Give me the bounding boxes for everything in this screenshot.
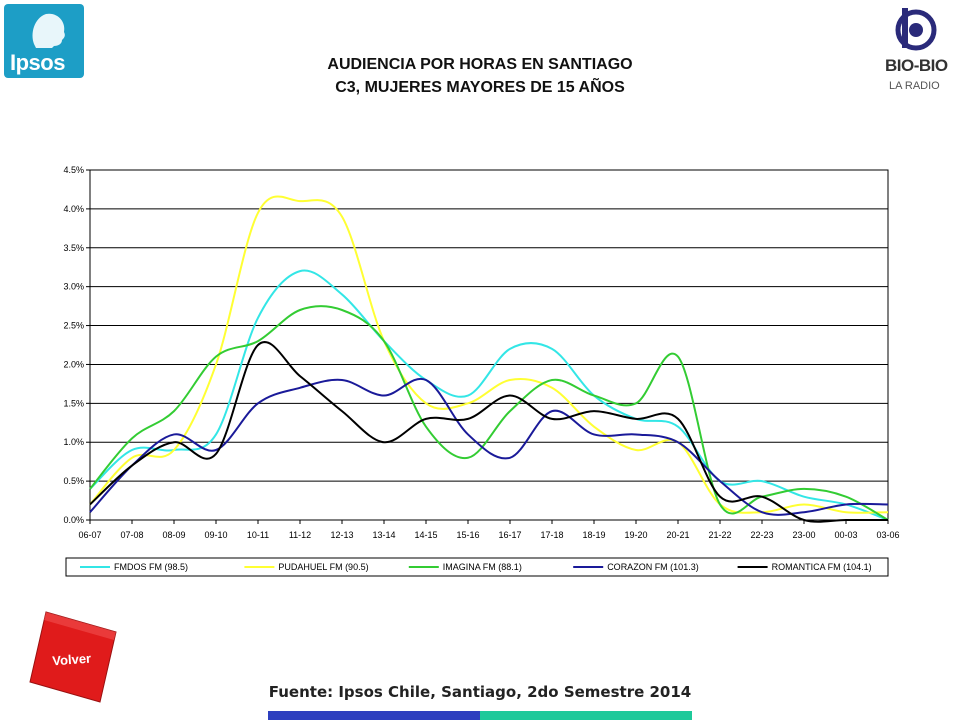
x-tick-label: 21-22 [708,530,731,540]
x-tick-label: 19-20 [624,530,647,540]
y-tick-label: 0.5% [63,476,84,486]
legend-label: PUDAHUEL FM (90.5) [278,562,368,572]
x-tick-label: 09-10 [204,530,227,540]
y-tick-label: 4.5% [63,165,84,175]
x-tick-label: 07-08 [120,530,143,540]
x-tick-label: 10-11 [247,530,269,540]
x-tick-label: 18-19 [582,530,605,540]
y-tick-label: 3.0% [63,282,84,292]
ipsos-logo-text: Ipsos [10,50,65,75]
series-line [89,269,889,521]
x-tick-label: 20-21 [666,530,689,540]
y-tick-label: 4.0% [63,204,84,214]
source-note: Fuente: Ipsos Chile, Santiago, 2do Semes… [268,683,692,701]
ipsos-logo: Ipsos [4,4,84,78]
x-tick-label: 14-15 [414,530,437,540]
y-tick-label: 0.0% [63,515,84,525]
x-tick-label: 15-16 [456,530,479,540]
x-tick-label: 23-00 [792,530,815,540]
footer-bar-teal [480,711,692,720]
series-line [89,305,889,521]
x-tick-label: 08-09 [162,530,185,540]
x-tick-label: 17-18 [540,530,563,540]
ipsos-head-icon [32,13,65,49]
legend-label: IMAGINA FM (88.1) [443,562,522,572]
x-tick-label: 03-06 [876,530,899,540]
y-tick-label: 1.5% [63,398,84,408]
chart-title-line2: C3, MUJERES MAYORES DE 15 AÑOS [335,79,625,96]
volver-label: Volver [52,651,92,669]
x-tick-label: 22-23 [750,530,773,540]
series-line [89,195,889,514]
legend-box [65,557,889,577]
biobio-logo-sub: LA RADIO [889,80,940,92]
x-tick-label: 00-03 [834,530,857,540]
y-tick-label: 2.5% [63,321,84,331]
x-tick-label: 16-17 [498,530,521,540]
series-line [89,341,888,523]
chart-title-line1: AUDIENCIA POR HORAS EN SANTIAGO [327,56,633,73]
legend-label: ROMANTICA FM (104.1) [772,562,872,572]
footer-bar-blue [268,711,480,720]
x-tick-label: 13-14 [372,530,395,540]
legend-label: CORAZON FM (101.3) [607,562,699,572]
volver-button[interactable]: Volver [26,610,120,704]
x-tick-label: 12-13 [330,530,353,540]
biobio-logo-name: BIO-BIO [885,56,948,75]
y-tick-label: 3.5% [63,243,84,253]
x-tick-label: 06-07 [78,530,101,540]
y-tick-label: 2.0% [63,359,84,369]
biobio-logo-icon [895,8,937,51]
legend-label: FMDOS FM (98.5) [114,562,188,572]
y-tick-label: 1.0% [63,437,84,447]
plot-area [89,169,889,521]
x-tick-label: 11-12 [289,530,311,540]
